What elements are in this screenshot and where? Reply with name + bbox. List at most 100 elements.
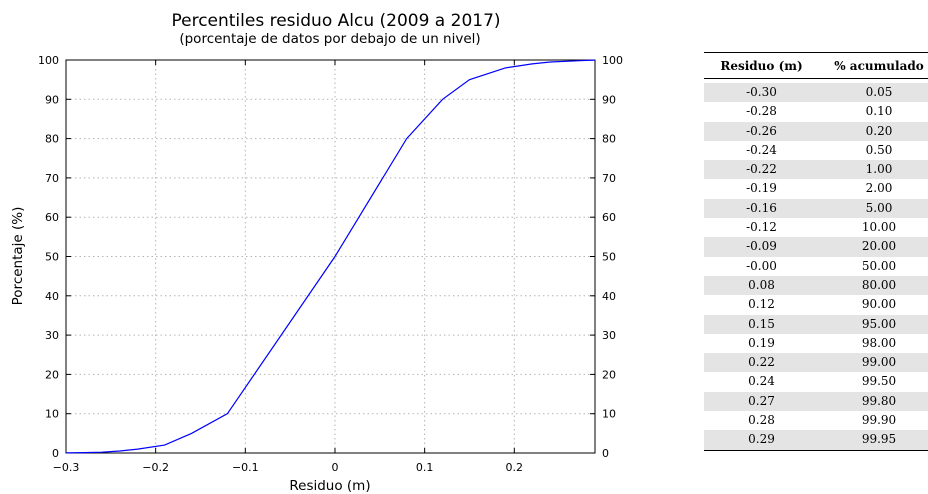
- acumulado-cell: 98.00: [861, 335, 897, 350]
- residuo-cell: 0.22: [704, 353, 819, 373]
- table-row: -0.00 50.00: [704, 257, 928, 276]
- y-tick-label: 80: [45, 133, 59, 146]
- y-tick-label: 20: [45, 368, 59, 381]
- y-tick-label: 70: [45, 172, 59, 185]
- acumulado-cell: 5.00: [819, 198, 928, 219]
- residuo-cell: -0.00: [746, 258, 777, 273]
- y-tick-label: 30: [45, 329, 59, 342]
- table-row: -0.26 0.20: [704, 121, 928, 141]
- acumulado-cell: 0.05: [819, 83, 928, 103]
- acumulado-cell: 80.00: [819, 275, 928, 296]
- table-row: 0.19 98.00: [704, 334, 928, 353]
- y-tick-label-right: 50: [602, 251, 616, 264]
- percentile-table: Residuo (m) % acumulado -0.30 0.05 -0.28 0.…: [704, 52, 928, 451]
- y-tick-label: 90: [45, 93, 59, 106]
- table-header-row: Residuo (m) % acumulado: [704, 52, 928, 79]
- residuo-cell: -0.22: [704, 160, 819, 180]
- y-tick-label: 50: [45, 251, 59, 264]
- y-tick-labels-right: 0 10 20 30 40 50 60 70 80 90 100: [602, 54, 623, 460]
- acumulado-cell: 99.80: [819, 391, 928, 412]
- residuo-cell: -0.09: [704, 237, 819, 257]
- table-row: 0.29 99.95: [704, 430, 928, 451]
- acumulado-cell: 1.00: [819, 160, 928, 180]
- x-tick-label: −0.2: [142, 461, 169, 474]
- table-row: 0.15 95.00: [704, 314, 928, 334]
- table-row: -0.12 10.00: [704, 218, 928, 237]
- residuo-cell: 0.15: [704, 314, 819, 334]
- x-tick-label: −0.3: [53, 461, 80, 474]
- y-tick-label-right: 0: [602, 447, 609, 460]
- acumulado-cell: 99.50: [861, 374, 897, 389]
- y-tick-label-right: 30: [602, 329, 616, 342]
- acumulado-cell: 0.20: [819, 121, 928, 141]
- x-tick-label: −0.1: [232, 461, 259, 474]
- x-tick-label: 0: [331, 461, 338, 474]
- x-tick-labels: −0.3 −0.2 −0.1 0 0.1 0.2: [53, 461, 523, 474]
- table-row: 0.27 99.80: [704, 391, 928, 412]
- residuo-cell: 0.27: [704, 391, 819, 412]
- residuo-cell: -0.19: [746, 181, 777, 196]
- residuo-cell: 0.28: [748, 413, 775, 428]
- y-tick-label: 0: [52, 447, 59, 460]
- table-row: -0.30 0.05: [704, 83, 928, 103]
- acumulado-cell: 99.00: [819, 353, 928, 373]
- table-row: -0.19 2.00: [704, 179, 928, 198]
- y-tick-label-right: 60: [602, 211, 616, 224]
- acumulado-cell: 20.00: [819, 237, 928, 257]
- table-row: 0.12 90.00: [704, 295, 928, 314]
- chart-title: Percentiles residuo Alcu (2009 a 2017): [171, 11, 500, 31]
- y-tick-label-right: 90: [602, 93, 616, 106]
- percentile-table-container: Residuo (m) % acumulado -0.30 0.05 -0.28 0.…: [704, 52, 928, 451]
- acumulado-cell: 0.50: [865, 142, 893, 157]
- column-header-residuo: Residuo (m): [704, 52, 819, 79]
- plot-frame: [65, 59, 596, 454]
- y-tick-labels-left: 0 10 20 30 40 50 60 70 80 90 100: [38, 54, 59, 460]
- residuo-cell: 0.29: [704, 430, 819, 451]
- residuo-cell: -0.12: [746, 220, 777, 235]
- y-tick-label-right: 80: [602, 133, 616, 146]
- residuo-cell: 0.19: [748, 335, 775, 350]
- acumulado-cell: 2.00: [865, 181, 893, 196]
- x-tick-label: 0.1: [416, 461, 434, 474]
- acumulado-cell: 95.00: [819, 314, 928, 334]
- table-row: -0.24 0.50: [704, 141, 928, 160]
- y-tick-label-right: 100: [602, 54, 623, 67]
- table-row: 0.08 80.00: [704, 275, 928, 296]
- y-tick-label-right: 10: [602, 408, 616, 421]
- chart-grid: [66, 60, 595, 453]
- residuo-cell: 0.12: [748, 297, 775, 312]
- residuo-cell: -0.26: [704, 121, 819, 141]
- residuo-cell: -0.28: [746, 104, 777, 119]
- residuo-cell: 0.24: [748, 374, 775, 389]
- residuo-cell: -0.30: [704, 83, 819, 103]
- table-body: -0.30 0.05 -0.28 0.10 -0.26 0.20 -0.24 0.50 -0.2…: [704, 79, 928, 451]
- residuo-cell: -0.24: [746, 142, 777, 157]
- table-row: -0.22 1.00: [704, 160, 928, 180]
- y-tick-label-right: 70: [602, 172, 616, 185]
- acumulado-cell: 90.00: [861, 297, 897, 312]
- residuo-cell: 0.08: [704, 275, 819, 296]
- y-tick-label-right: 40: [602, 290, 616, 303]
- column-header-acumulado: % acumulado: [819, 52, 928, 79]
- acumulado-cell: 99.95: [819, 430, 928, 451]
- table-row: 0.28 99.90: [704, 411, 928, 430]
- x-tick-label: 0.2: [506, 461, 524, 474]
- table-row: -0.09 20.00: [704, 237, 928, 257]
- y-tick-label: 10: [45, 408, 59, 421]
- y-axis-label: Porcentaje (%): [10, 207, 26, 306]
- acumulado-cell: 99.90: [861, 413, 897, 428]
- percentile-chart: Percentiles residuo Alcu (2009 a 2017) (…: [10, 11, 623, 494]
- x-axis-label: Residuo (m): [289, 478, 370, 494]
- y-tick-label: 40: [45, 290, 59, 303]
- y-tick-label: 60: [45, 211, 59, 224]
- y-tick-label-right: 20: [602, 368, 616, 381]
- table-row: -0.28 0.10: [704, 102, 928, 121]
- acumulado-cell: 50.00: [861, 258, 897, 273]
- percentile-line: [65, 59, 596, 454]
- table-row: 0.24 99.50: [704, 372, 928, 391]
- y-tick-label: 100: [38, 54, 59, 67]
- table-row: -0.16 5.00: [704, 198, 928, 219]
- residuo-cell: -0.16: [704, 198, 819, 219]
- acumulado-cell: 0.10: [865, 104, 893, 119]
- chart-ticks: [65, 59, 595, 454]
